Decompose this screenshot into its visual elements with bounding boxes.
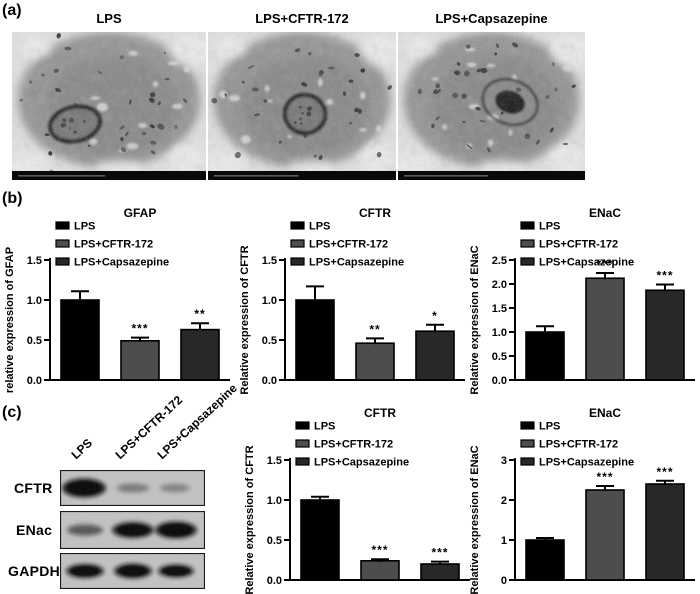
- svg-text:*: *: [432, 309, 438, 323]
- svg-text:0.5: 0.5: [262, 335, 277, 347]
- svg-text:1: 1: [501, 535, 507, 547]
- em-title-lps-cftr172: LPS+CFTR-172: [255, 11, 349, 26]
- svg-text:***: ***: [431, 546, 448, 560]
- bar-chart-enac-b: ENaC LPS LPS+CFTR-172 LPS+Capsazepine Relati…: [465, 200, 698, 395]
- svg-text:2: 2: [501, 495, 507, 507]
- svg-text:LPS+Capsazepine: LPS+Capsazepine: [314, 457, 409, 469]
- blot-row-label-cftr: CFTR: [14, 480, 53, 496]
- svg-text:0.5: 0.5: [267, 535, 282, 547]
- svg-text:0.5: 0.5: [27, 335, 42, 347]
- svg-text:ENaC: ENaC: [589, 206, 621, 220]
- svg-text:1.0: 1.0: [267, 495, 282, 507]
- bar-chart-gfap-b: GFAP LPS LPS+CFTR-172 LPS+Capsazepine relati…: [0, 200, 233, 395]
- panel-a-label: (a): [2, 2, 22, 19]
- svg-text:2.0: 2.0: [492, 279, 507, 291]
- svg-text:3: 3: [501, 455, 507, 467]
- bar-chart-cftr-c: CFTR LPS LPS+CFTR-172 LPS+Capsazepine Relati…: [240, 400, 473, 594]
- svg-text:LPS+CFTR-172: LPS+CFTR-172: [74, 239, 153, 251]
- panel-c-label: (c): [2, 404, 22, 421]
- svg-text:1.5: 1.5: [267, 455, 282, 467]
- svg-text:0.5: 0.5: [492, 351, 507, 363]
- svg-text:LPS: LPS: [74, 221, 95, 233]
- em-title-lps-capsazepine: LPS+Capsazepine: [435, 11, 548, 26]
- svg-text:0.0: 0.0: [267, 575, 282, 587]
- blot-row-label-gapdh: GAPDH: [8, 563, 61, 579]
- svg-text:***: ***: [656, 268, 673, 282]
- svg-text:1.5: 1.5: [27, 255, 42, 267]
- svg-text:***: ***: [596, 257, 613, 271]
- svg-text:1.0: 1.0: [492, 327, 507, 339]
- svg-text:LPS: LPS: [309, 221, 330, 233]
- svg-text:0: 0: [501, 575, 507, 587]
- svg-text:LPS: LPS: [314, 421, 335, 433]
- svg-text:0.0: 0.0: [492, 375, 507, 387]
- svg-text:LPS: LPS: [539, 221, 560, 233]
- bar-chart-enac-c: ENaC LPS LPS+CFTR-172 LPS+Capsazepine Relati…: [465, 400, 698, 594]
- svg-text:GFAP: GFAP: [124, 206, 157, 220]
- svg-text:2.5: 2.5: [492, 255, 507, 267]
- svg-text:1.0: 1.0: [262, 295, 277, 307]
- svg-text:**: **: [194, 307, 205, 321]
- em-micrograph-lps: [7, 32, 215, 180]
- svg-text:LPS+Capsazepine: LPS+Capsazepine: [539, 457, 634, 469]
- svg-text:0.0: 0.0: [262, 375, 277, 387]
- svg-text:relative expression of GFAP: relative expression of GFAP: [4, 247, 16, 393]
- svg-text:LPS+Capsazepine: LPS+Capsazepine: [74, 257, 169, 269]
- svg-text:LPS+CFTR-172: LPS+CFTR-172: [309, 239, 388, 251]
- svg-text:LPS: LPS: [539, 421, 560, 433]
- svg-text:Relative expression of ENaC: Relative expression of ENaC: [469, 245, 481, 394]
- em-micrograph-lps-cftr172: [200, 21, 405, 180]
- svg-text:LPS+CFTR-172: LPS+CFTR-172: [539, 439, 618, 451]
- bar-chart-cftr-b: CFTR LPS LPS+CFTR-172 LPS+Capsazepine Relati…: [235, 200, 468, 395]
- svg-text:***: ***: [596, 470, 613, 484]
- svg-text:***: ***: [371, 543, 388, 557]
- panel-b-label: (b): [2, 190, 23, 207]
- svg-text:1.5: 1.5: [492, 303, 507, 315]
- svg-text:***: ***: [131, 322, 148, 336]
- svg-text:Relative expression of ENaC: Relative expression of ENaC: [469, 445, 481, 594]
- svg-text:ENaC: ENaC: [589, 406, 621, 420]
- svg-text:Relative expression of CFTR: Relative expression of CFTR: [244, 445, 256, 594]
- svg-text:0.0: 0.0: [27, 375, 42, 387]
- svg-text:CFTR: CFTR: [359, 206, 391, 220]
- svg-text:LPS+CFTR-172: LPS+CFTR-172: [539, 239, 618, 251]
- svg-text:LPS+CFTR-172: LPS+CFTR-172: [314, 439, 393, 451]
- svg-text:1.0: 1.0: [27, 295, 42, 307]
- blot-strip-cftr: [59, 469, 206, 511]
- em-title-lps: LPS: [96, 11, 122, 26]
- svg-text:LPS+Capsazepine: LPS+Capsazepine: [539, 257, 634, 269]
- blot-lane-label-lps: LPS: [68, 435, 96, 462]
- blot-strip-enac: [59, 510, 206, 554]
- svg-text:**: **: [369, 322, 380, 336]
- blot-row-label-enac: ENac: [16, 522, 53, 538]
- svg-text:1.5: 1.5: [262, 255, 277, 267]
- svg-text:CFTR: CFTR: [364, 406, 396, 420]
- em-micrograph-lps-capsazepine: [392, 32, 594, 180]
- svg-text:***: ***: [656, 465, 673, 479]
- blot-strip-gapdh: [59, 552, 206, 594]
- svg-text:LPS+Capsazepine: LPS+Capsazepine: [309, 257, 404, 269]
- svg-text:Relative expression of CFTR: Relative expression of CFTR: [239, 245, 251, 394]
